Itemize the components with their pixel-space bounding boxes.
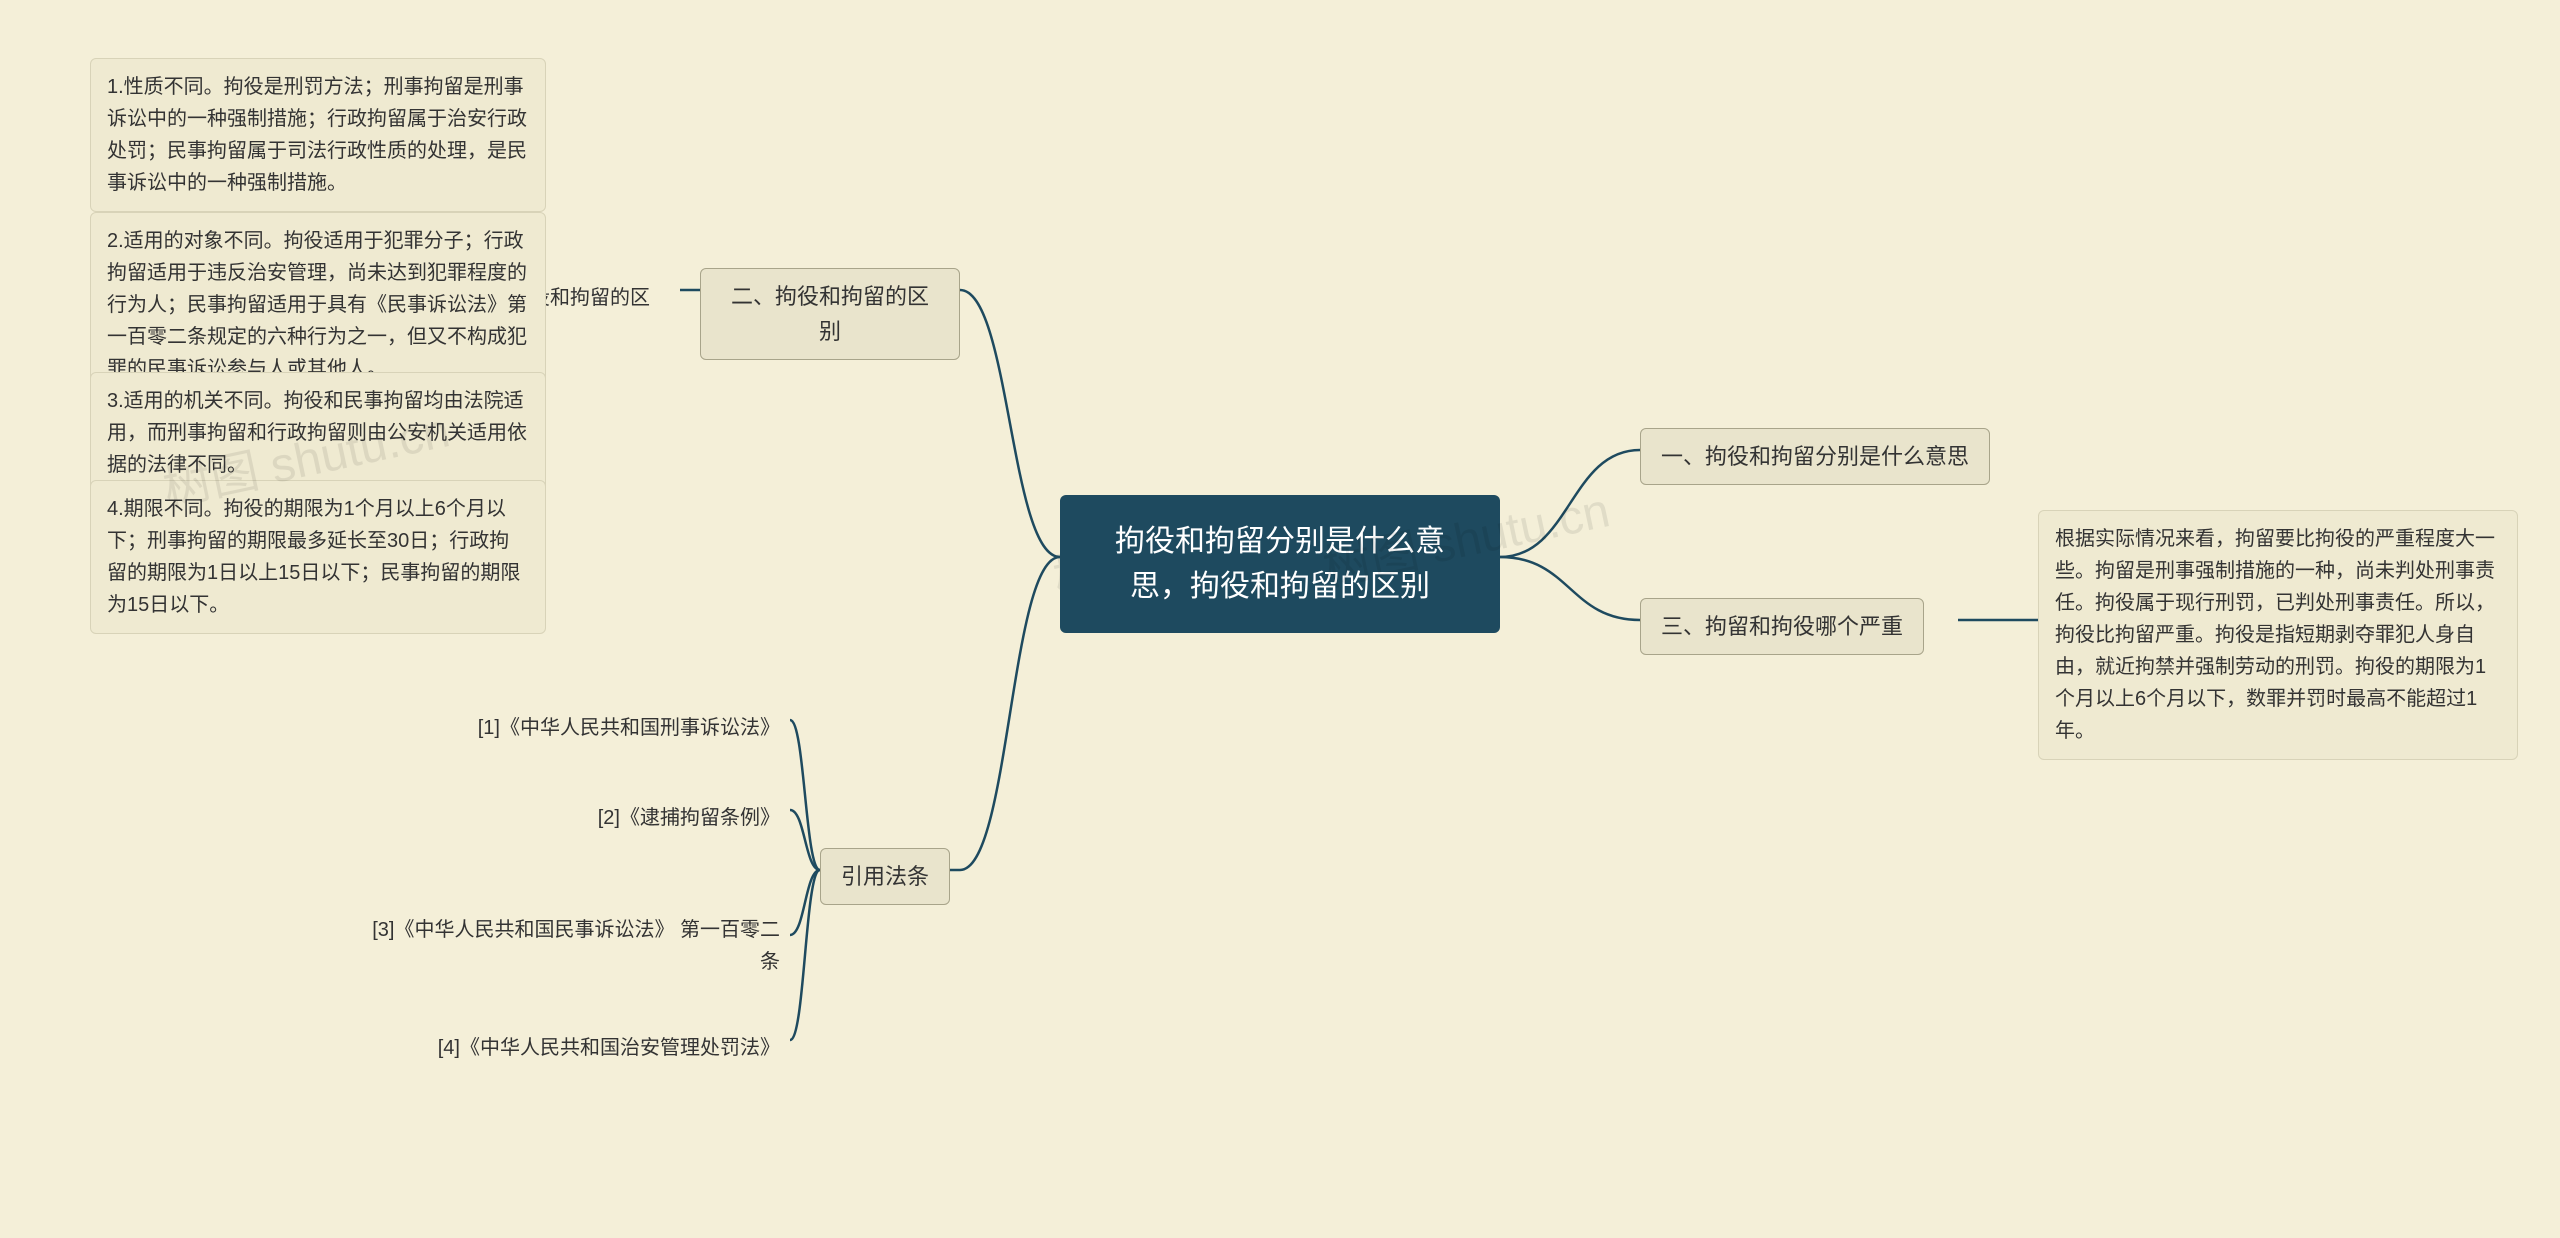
leaf-law-4-txt: [4]《中华人民共和国治安管理处罚法》: [438, 1037, 780, 1059]
leaf-law-3: [3]《中华人民共和国民事诉讼法》 第一百零二条: [360, 908, 790, 984]
section-2-text: 二、拘役和拘留的区别: [731, 284, 929, 344]
leaf-diff-2: 2.适用的对象不同。拘役适用于犯罪分子；行政拘留适用于违反治安管理，尚未达到犯罪…: [90, 212, 546, 398]
node-section-2: 二、拘役和拘留的区别: [700, 268, 960, 360]
leaf-section-3: 根据实际情况来看，拘留要比拘役的严重程度大一些。拘留是刑事强制措施的一种，尚未判…: [2038, 510, 2518, 760]
leaf-diff-1: 1.性质不同。拘役是刑罚方法；刑事拘留是刑事诉讼中的一种强制措施；行政拘留属于治…: [90, 58, 546, 212]
leaf-diff-2-txt: 2.适用的对象不同。拘役适用于犯罪分子；行政拘留适用于违反治安管理，尚未达到犯罪…: [107, 230, 527, 380]
citations-text: 引用法条: [841, 864, 929, 889]
leaf-diff-3: 3.适用的机关不同。拘役和民事拘留均由法院适用，而刑事拘留和行政拘留则由公安机关…: [90, 372, 546, 494]
leaf-law-2-txt: [2]《逮捕拘留条例》: [598, 807, 780, 829]
root-text-final: 拘役和拘留分别是什么意 思，拘役和拘留的区别: [1115, 525, 1445, 603]
node-section-1: 一、拘役和拘留分别是什么意思: [1640, 428, 1990, 485]
leaf-diff-1-txt: 1.性质不同。拘役是刑罚方法；刑事拘留是刑事诉讼中的一种强制措施；行政拘留属于治…: [107, 76, 527, 194]
section-3-text: 三、拘留和拘役哪个严重: [1661, 614, 1903, 639]
leaf-law-4: [4]《中华人民共和国治安管理处罚法》: [420, 1026, 790, 1070]
leaf-law-2: [2]《逮捕拘留条例》: [420, 796, 790, 840]
leaf-diff-4: 4.期限不同。拘役的期限为1个月以上6个月以下；刑事拘留的期限最多延长至30日；…: [90, 480, 546, 634]
leaf-diff-3-txt: 3.适用的机关不同。拘役和民事拘留均由法院适用，而刑事拘留和行政拘留则由公安机关…: [107, 390, 527, 476]
leaf-section-3-text: 根据实际情况来看，拘留要比拘役的严重程度大一些。拘留是刑事强制措施的一种，尚未判…: [2055, 528, 2495, 742]
leaf-law-1-txt: [1]《中华人民共和国刑事诉讼法》: [478, 717, 780, 739]
node-section-3: 三、拘留和拘役哪个严重: [1640, 598, 1924, 655]
leaf-law-1: [1]《中华人民共和国刑事诉讼法》: [420, 706, 790, 750]
root: 拘役和拘留分别是什么意 思，拘役和拘留的区别: [1060, 495, 1500, 633]
node-citations: 引用法条: [820, 848, 950, 905]
leaf-law-3-txt: [3]《中华人民共和国民事诉讼法》 第一百零二条: [372, 919, 780, 973]
section-1-text: 一、拘役和拘留分别是什么意思: [1661, 444, 1969, 469]
leaf-diff-4-txt: 4.期限不同。拘役的期限为1个月以上6个月以下；刑事拘留的期限最多延长至30日；…: [107, 498, 520, 616]
